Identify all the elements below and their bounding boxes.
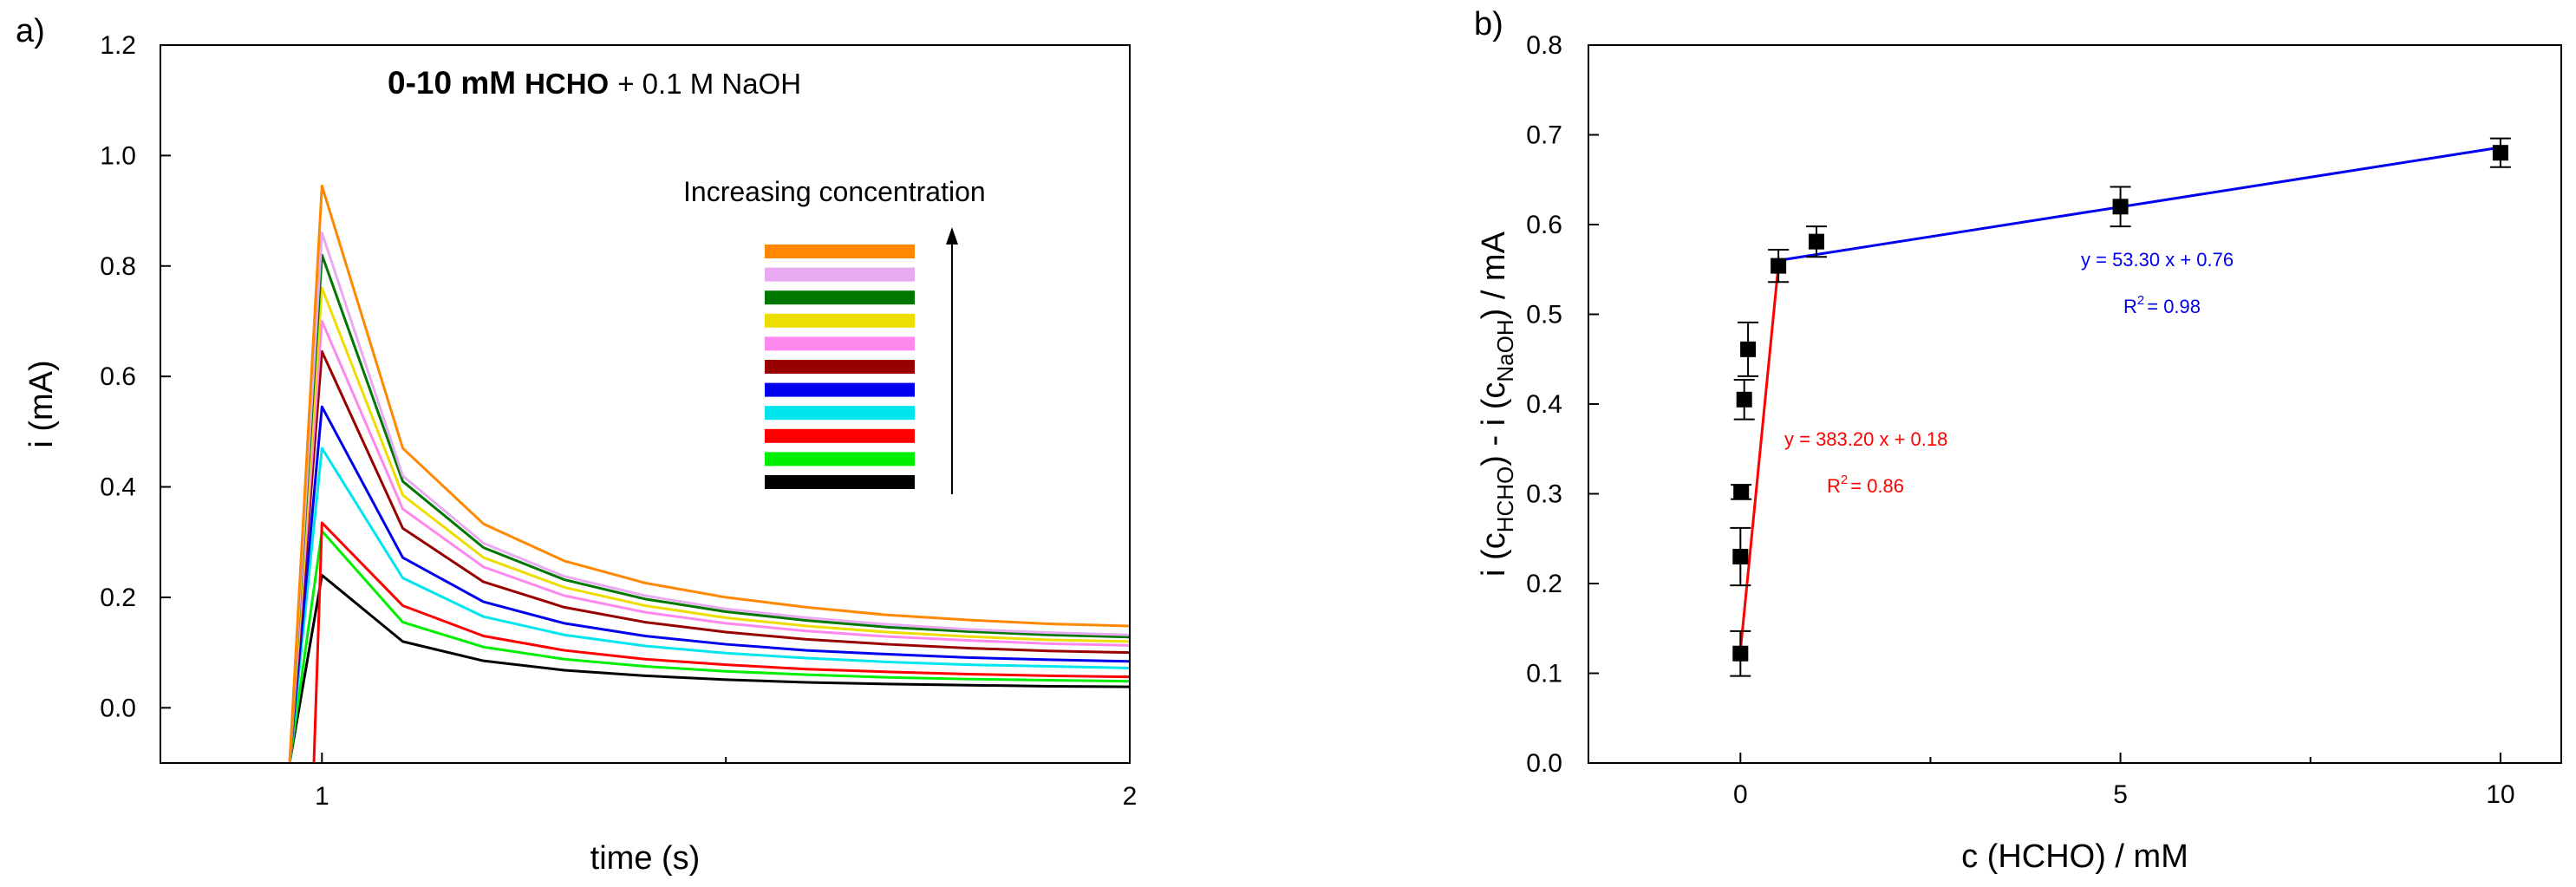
panel-a-series-line-10: [288, 232, 1131, 764]
panel-a-series-line-8: [288, 286, 1131, 764]
panel-a-legend-swatch-8: [765, 313, 915, 328]
panel-b-y-tick-label-4: 0.4: [1526, 390, 1562, 419]
panel-a-y-axis-title: i (mA): [23, 360, 60, 447]
panel-b-fit-high-r2-prefix: R: [2123, 296, 2137, 317]
panel-b-x-tick-label-0: 0: [1733, 780, 1748, 809]
panel-b-data-point-2: [1733, 484, 1750, 500]
panel-b-y-axis-title-part1: i (c: [1476, 532, 1512, 577]
panel-a-series-line-6: [288, 349, 1131, 764]
panel-b-y-tick-label-7: 0.7: [1526, 121, 1562, 150]
panel-b-label: b): [1474, 6, 1503, 42]
panel-a-legend-swatch-10: [765, 267, 915, 282]
panel-b-fit-low-r2-exp: 2: [1841, 473, 1848, 487]
panel-a-legend-swatch-6: [765, 360, 915, 374]
panel-a-y-ticks: 0.0 0.2 0.4 0.6 0.8 1.0 1.2: [100, 31, 171, 722]
panel-b-y-tick-label-2: 0.2: [1526, 570, 1562, 598]
panel-a-y-tick-label-0: 0.0: [100, 694, 136, 722]
panel-b-fit-low-equation: y = 383.20 x + 0.18: [1784, 428, 1947, 450]
panel-a-legend-swatch-11: [765, 245, 915, 258]
panel-b-fit-high-r2-value: = 0.98: [2147, 296, 2201, 317]
panel-b-fit-low-r2: R2 = 0.86: [1827, 473, 1904, 497]
panel-b-data-point-3: [1736, 391, 1752, 408]
panel-b-y-tick-label-3: 0.3: [1526, 480, 1562, 509]
panel-b-y-tick-label-6: 0.6: [1526, 211, 1562, 239]
panel-b-x-ticks: 0 5 10: [1733, 753, 2515, 809]
panel-b-y-axis-title-sub2: NaOH: [1492, 319, 1518, 382]
panel-b-fit-line-low: [1738, 264, 1780, 651]
panel-b-fit-lines: [1738, 146, 2501, 651]
panel-a-series-line-9: [288, 253, 1131, 764]
panel-a-legend-swatch-4: [765, 406, 915, 421]
panel-a-legend-swatch-1: [765, 475, 915, 489]
panel-a-series-line-11: [288, 184, 1131, 764]
panel-a-legend-swatch-3: [765, 428, 915, 443]
panel-a-title-rest: + 0.1 M NaOH: [617, 68, 801, 100]
panel-b-data-point-1: [1732, 548, 1749, 564]
panel-b-y-axis-title: i (cHCHO) - i (cNaOH) / mA: [1476, 231, 1518, 577]
panel-a-legend-swatch-2: [765, 452, 915, 466]
panel-b-fit-high-equation: y = 53.30 x + 0.76: [2081, 249, 2234, 271]
panel-b-fit-high-r2: R2 = 0.98: [2123, 293, 2201, 317]
panel-a-legend-swatch-5: [765, 382, 915, 397]
panel-b-data-point-4: [1740, 341, 1757, 357]
panel-a-frame: [160, 44, 1131, 764]
panel-a-series-group: [288, 184, 1131, 764]
panel-a-y-tick-label-6: 1.2: [100, 31, 136, 60]
panel-a-legend: [765, 245, 915, 489]
panel-a-legend-swatch-7: [765, 336, 915, 351]
panel-b-x-tick-label-2: 10: [2486, 780, 2514, 809]
panel-b-fit-low-r2-value: = 0.86: [1850, 475, 1904, 497]
panel-a-legend-arrowhead: [946, 227, 958, 245]
panel-a-title-compound: HCHO: [525, 68, 609, 100]
panel-b-y-axis-title-part3: ) / mA: [1476, 231, 1512, 319]
panel-a-label: a): [16, 13, 45, 49]
panel-a-x-axis-title: time (s): [590, 840, 701, 877]
panel-a-series-line-2: [288, 529, 1131, 764]
panel-a-y-tick-label-5: 1.0: [100, 141, 136, 170]
panel-b-y-tick-label-1: 0.1: [1526, 660, 1562, 688]
panel-b-y-tick-label-5: 0.5: [1526, 301, 1562, 329]
panel-b-scatter-chart: b) 0.0 0.1 0.2 0.3 0.4 0.5 0.6 0.7 0.8 0 5 10 y = …: [1474, 6, 2562, 875]
panel-a-series-line-3: [312, 521, 1131, 764]
panel-a-y-tick-label-3: 0.6: [100, 362, 136, 391]
panel-b-y-tick-label-8: 0.8: [1526, 31, 1562, 60]
panel-a-series-line-5: [288, 405, 1131, 764]
panel-a-legend-swatch-9: [765, 290, 915, 305]
panel-b-data-point-6: [1808, 233, 1824, 250]
panel-b-data-point-5: [1771, 258, 1787, 274]
panel-a-title-bold: 0-10 mM: [388, 65, 516, 101]
panel-a-series-line-4: [288, 447, 1131, 764]
panel-b-data-point-0: [1732, 645, 1749, 662]
panel-a-x-tick-label-1: 2: [1123, 782, 1138, 811]
panel-b-y-tick-label-0: 0.0: [1526, 749, 1562, 778]
panel-a-y-tick-label-4: 0.8: [100, 252, 136, 281]
panel-a-y-tick-label-2: 0.4: [100, 473, 136, 502]
panel-b-fit-high-r2-exp: 2: [2137, 293, 2144, 308]
panel-b-fit-line-high: [1777, 146, 2501, 262]
panel-a-title: 0-10 mM HCHO + 0.1 M NaOH: [388, 65, 801, 101]
panel-b-x-tick-label-1: 5: [2113, 780, 2128, 809]
panel-b-y-ticks: 0.0 0.1 0.2 0.3 0.4 0.5 0.6 0.7 0.8: [1526, 31, 1599, 778]
panel-b-data-point-8: [2492, 145, 2508, 161]
panel-a-y-tick-label-1: 0.2: [100, 584, 136, 612]
panel-b-data-point-7: [2112, 199, 2129, 215]
panel-a-legend-text: Increasing concentration: [683, 176, 986, 207]
panel-a-x-tick-label-0: 1: [315, 782, 329, 811]
panel-b-fit-low-r2-prefix: R: [1827, 475, 1841, 497]
panel-b-y-axis-title-part2: ) - i (c: [1476, 382, 1512, 466]
panel-a-series-line-7: [288, 319, 1131, 764]
panel-b-x-axis-title: c (HCHO) / mM: [1961, 838, 2188, 875]
panel-b-y-axis-title-sub1: HCHO: [1492, 466, 1518, 533]
panel-a-series-line-1: [288, 573, 1131, 764]
panel-b-data-points: [1730, 137, 2511, 677]
